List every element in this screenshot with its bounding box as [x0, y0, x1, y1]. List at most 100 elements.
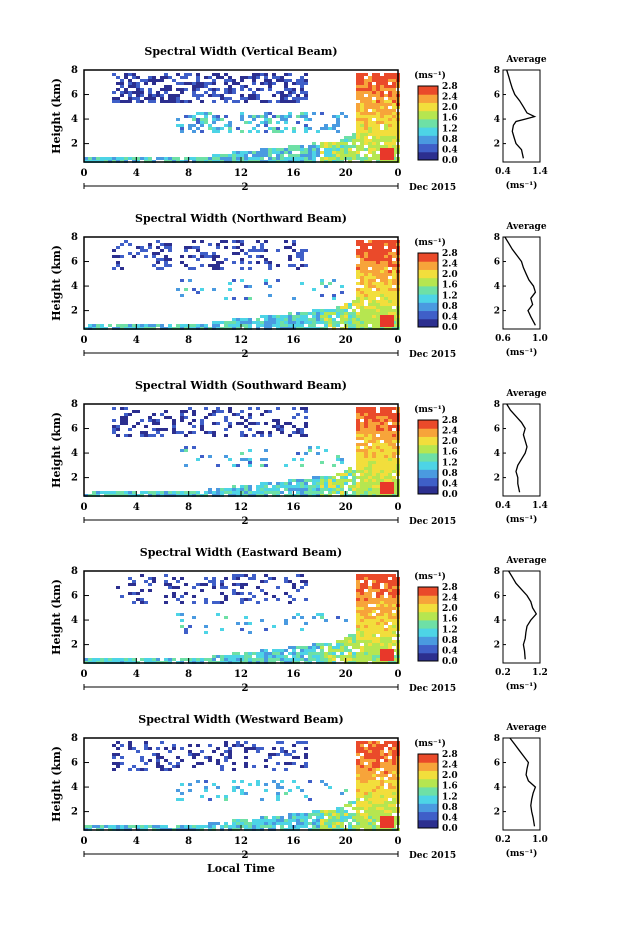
heatmap-cell: [288, 112, 292, 115]
heatmap-cell: [104, 825, 108, 828]
heatmap-cell: [376, 476, 380, 479]
heatmap-cell: [380, 246, 384, 249]
heatmap-cell: [316, 145, 320, 148]
heatmap-cell: [364, 795, 368, 798]
heatmap-cell: [264, 488, 268, 491]
heatmap-cell: [264, 574, 268, 577]
heatmap-cell: [212, 127, 216, 130]
heatmap-cell: [244, 741, 248, 744]
heatmap-cell: [316, 491, 320, 494]
heatmap-cell: [192, 601, 196, 604]
heatmap-cell: [360, 616, 364, 619]
heatmap-cell: [300, 282, 304, 285]
heatmap-cell: [392, 413, 396, 416]
x-tick-label: 12: [234, 335, 248, 346]
heatmap-cell: [356, 610, 360, 613]
heatmap-cell: [312, 822, 316, 825]
heatmap-cell: [284, 100, 288, 103]
heatmap-cell: [384, 145, 388, 148]
heatmap-cell: [360, 747, 364, 750]
heatmap-cell: [248, 461, 252, 464]
heatmap-cell: [356, 589, 360, 592]
heatmap-cell: [332, 154, 336, 157]
heatmap-cell: [224, 428, 228, 431]
heatmap-cell: [260, 464, 264, 467]
heatmap-cell: [300, 97, 304, 100]
heatmap-cell: [264, 100, 268, 103]
heatmap-cell: [224, 258, 228, 261]
heatmap-cell: [392, 783, 396, 786]
heatmap-cell: [224, 822, 228, 825]
heatmap-cell: [144, 768, 148, 771]
heatmap-cell: [372, 79, 376, 82]
heatmap-cell: [372, 297, 376, 300]
heatmap-cell: [364, 133, 368, 136]
heatmap-cell: [364, 148, 368, 151]
heatmap-cell: [300, 148, 304, 151]
heatmap-cell: [320, 643, 324, 646]
heatmap-cell: [380, 282, 384, 285]
avg-x-tick-label: 1.0: [532, 835, 548, 845]
heatmap-cell: [384, 473, 388, 476]
colorbar-segment: [418, 628, 438, 637]
panel-title: Spectral Width (Westward Beam): [138, 713, 343, 726]
heatmap-cell: [368, 643, 372, 646]
heatmap-cell: [328, 786, 332, 789]
heatmap-cell: [240, 118, 244, 121]
heatmap-cell: [368, 100, 372, 103]
heatmap-cell: [284, 240, 288, 243]
heatmap-cell: [364, 586, 368, 589]
heatmap-cell: [356, 658, 360, 661]
heatmap-cell: [140, 94, 144, 97]
heatmap-cell: [112, 419, 116, 422]
heatmap-cell: [308, 312, 312, 315]
heatmap-cell: [384, 267, 388, 270]
heatmap-cell: [380, 413, 384, 416]
heatmap-cell: [392, 300, 396, 303]
heatmap-cell: [376, 309, 380, 312]
heatmap-cell: [300, 652, 304, 655]
colorbar-segment: [418, 762, 438, 771]
heatmap-cell: [200, 157, 204, 160]
heatmap-cell: [276, 482, 280, 485]
heatmap-cell: [224, 73, 228, 76]
heatmap-cell: [236, 744, 240, 747]
heatmap-cell: [328, 816, 332, 819]
heatmap-cell: [272, 321, 276, 324]
heatmap-cell: [392, 455, 396, 458]
heatmap-cell: [252, 747, 256, 750]
heatmap-cell: [168, 586, 172, 589]
heatmap-cell: [384, 407, 388, 410]
heatmap-cell: [372, 616, 376, 619]
heatmap-cell: [364, 258, 368, 261]
heatmap-cell: [336, 822, 340, 825]
heatmap-cell: [384, 73, 388, 76]
heatmap-cell: [356, 103, 360, 106]
heatmap-cell: [244, 324, 248, 327]
heatmap-cell: [356, 321, 360, 324]
heatmap-cell: [372, 768, 376, 771]
heatmap-cell: [260, 580, 264, 583]
heatmap-cell: [292, 479, 296, 482]
heatmap-cell: [248, 318, 252, 321]
heatmap-cell: [348, 315, 352, 318]
heatmap-cell: [336, 807, 340, 810]
heatmap-cell: [384, 452, 388, 455]
heatmap-cell: [280, 321, 284, 324]
heatmap-cell: [344, 479, 348, 482]
heatmap-cell: [368, 97, 372, 100]
heatmap-cell: [212, 434, 216, 437]
heatmap-cell: [380, 133, 384, 136]
heatmap-cell: [368, 88, 372, 91]
heatmap-cell: [372, 637, 376, 640]
heatmap-cell: [312, 148, 316, 151]
heatmap-cell: [284, 619, 288, 622]
heatmap-cell: [340, 473, 344, 476]
avg-y-tick-label: 8: [494, 567, 500, 577]
heatmap-cell: [384, 264, 388, 267]
heatmap-cell: [356, 291, 360, 294]
heatmap-cell: [368, 446, 372, 449]
heatmap-cell: [304, 154, 308, 157]
heatmap-cell: [328, 813, 332, 816]
heatmap-cell: [380, 303, 384, 306]
